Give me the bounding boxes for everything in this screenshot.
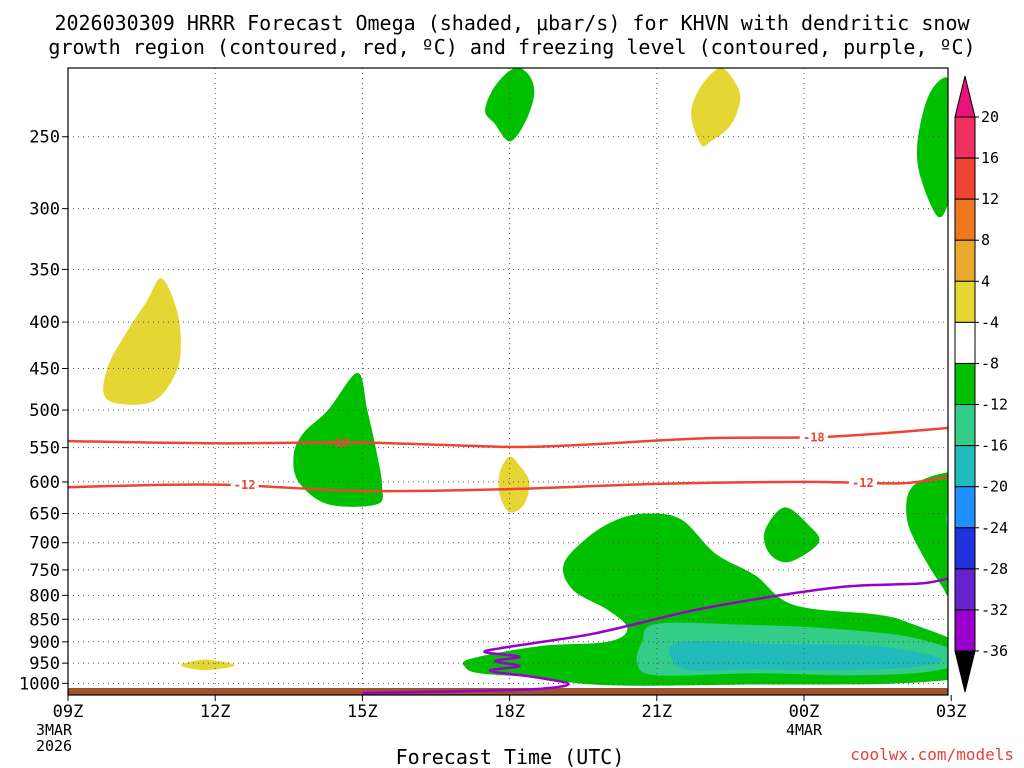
colorbar-label--32: -32 <box>981 601 1008 619</box>
y-tick-label-400: 400 <box>29 313 60 333</box>
colorbar-swatch--8 <box>954 362 976 406</box>
colorbar-label--16: -16 <box>981 437 1008 455</box>
x-tick-label-12Z: 12Z <box>200 702 231 722</box>
y-tick-label-750: 750 <box>29 561 60 581</box>
freezing-level-0-line <box>362 577 948 695</box>
omega-pos-4-400mb-1100z <box>103 278 181 405</box>
axes: 250 300 350 400 450 500 550 600 650 700 750 800 850 9… <box>19 67 967 755</box>
colorbar-swatch-8 <box>954 239 976 282</box>
y-tick-label-900: 900 <box>29 633 60 653</box>
y-tick-label-700: 700 <box>29 534 60 554</box>
plot-content: -18 -12 -18 -12 <box>68 68 948 695</box>
credit-link[interactable]: coolwx.com/models <box>850 745 1014 764</box>
x-tick-label-15Z: 15Z <box>347 702 378 722</box>
colorbar-swatch--20 <box>954 486 976 529</box>
colorbar-label-20: 20 <box>981 108 999 126</box>
colorbar-label--20: -20 <box>981 478 1008 496</box>
colorbar-swatch-4 <box>954 280 976 323</box>
dgz-minus-18-label-bg <box>799 429 828 444</box>
omega-neg-4-500mb-1500z <box>293 372 383 507</box>
dgz-minus-12-label-2-bg <box>230 477 259 492</box>
colorbar-swatch--4 <box>954 321 976 364</box>
colorbar-swatch--32 <box>954 609 976 652</box>
colorbar-label--4: -4 <box>981 313 999 331</box>
y-tick-label-800: 800 <box>29 586 60 606</box>
colorbar-label--36: -36 <box>981 642 1008 660</box>
colorbar-label--12: -12 <box>981 396 1008 414</box>
x-tick-date-3MAR: 3MAR <box>36 721 73 739</box>
x-tick-year-2026: 2026 <box>36 737 72 755</box>
colorbar-label--28: -28 <box>981 560 1008 578</box>
y-tick-label-500: 500 <box>29 401 60 421</box>
y-tick-label-450: 450 <box>29 360 60 380</box>
omega-pos-4-950mb-1200z <box>180 659 235 671</box>
x-tick-label-03Z: 03Z <box>936 702 967 722</box>
colorbar-label-12: 12 <box>981 190 999 208</box>
colorbar-swatch--16 <box>954 445 976 488</box>
colorbar-bottom-arrow <box>954 650 976 693</box>
x-tick-label-21Z: 21Z <box>641 702 672 722</box>
colorbar-swatch--28 <box>954 568 976 611</box>
colorbar-label-8: 8 <box>981 231 990 249</box>
omega-neg-4-700mb-2340z <box>763 507 820 563</box>
omega-neg-12-low-level <box>668 640 943 672</box>
omega-pos-4-250mb-2230z <box>691 68 741 147</box>
colorbar-swatch--24 <box>954 527 976 570</box>
y-tick-label-300: 300 <box>29 200 60 220</box>
omega-pos-4-600mb-1800z <box>498 456 530 513</box>
dgz-minus-18-label-2: -18 <box>327 436 349 450</box>
dgz-minus-12-label-2: -12 <box>234 478 256 492</box>
omega-neg-4-250mb-1800z <box>485 68 535 142</box>
dgz-minus-12-label: -12 <box>852 476 874 490</box>
chart-title-line-1: 2026030309 HRRR Forecast Omega (shaded, … <box>54 11 970 35</box>
y-tick-label-350: 350 <box>29 260 60 280</box>
y-tick-label-550: 550 <box>29 439 60 459</box>
colorbar-swatch-20 <box>954 116 976 159</box>
colorbar-label--24: -24 <box>981 519 1008 537</box>
omega-neg-4-upper-right <box>906 472 948 597</box>
dgz-minus-12-label-bg <box>848 475 877 490</box>
colorbar-swatch--12 <box>954 404 976 447</box>
colorbar: 20 16 12 8 4 -4 -8 -12 -16 -20 -24 -28 -32 -36 <box>954 75 1008 693</box>
x-tick-label-09Z: 09Z <box>53 702 84 722</box>
dgz-minus-18-label: -18 <box>803 430 825 444</box>
plot-frame <box>67 67 949 696</box>
colorbar-label-4: 4 <box>981 272 990 290</box>
colorbar-label--8: -8 <box>981 354 999 372</box>
colorbar-swatch-16 <box>954 157 976 200</box>
chart-title-line-2: growth region (contoured, red, ºC) and f… <box>48 35 975 59</box>
y-tick-label-650: 650 <box>29 504 60 524</box>
x-tick-label-00Z: 00Z <box>789 702 820 722</box>
colorbar-label-16: 16 <box>981 149 999 167</box>
ground-surface <box>68 688 948 695</box>
colorbar-swatch-12 <box>954 198 976 241</box>
x-tick-date-4MAR: 4MAR <box>786 721 823 739</box>
x-tick-label-18Z: 18Z <box>494 702 525 722</box>
x-axis-label: Forecast Time (UTC) <box>396 745 625 768</box>
y-tick-label-950: 950 <box>29 654 60 674</box>
omega-neg-4-250mb-0200z <box>916 77 948 218</box>
y-tick-label-1000: 1000 <box>19 674 60 694</box>
plot-area: -18 -12 -18 -12 <box>68 68 948 695</box>
colorbar-top-arrow <box>954 75 976 118</box>
y-tick-label-850: 850 <box>29 610 60 630</box>
y-tick-label-600: 600 <box>29 473 60 493</box>
y-tick-label-250: 250 <box>29 128 60 148</box>
